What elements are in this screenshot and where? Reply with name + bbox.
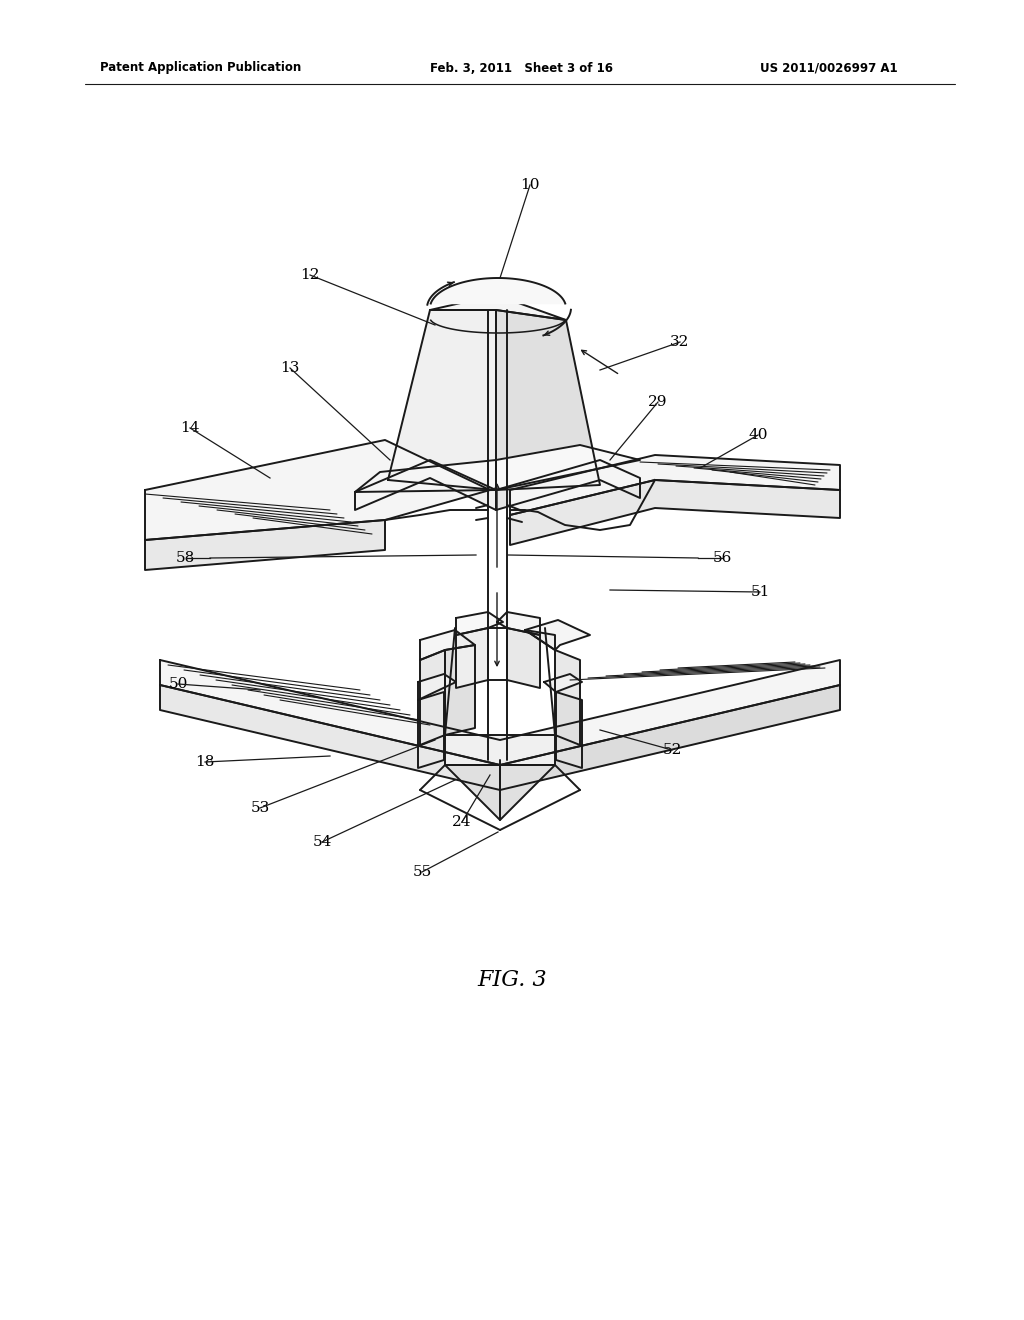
Polygon shape — [145, 520, 385, 570]
Text: 54: 54 — [312, 836, 332, 849]
Text: Feb. 3, 2011   Sheet 3 of 16: Feb. 3, 2011 Sheet 3 of 16 — [430, 62, 613, 74]
Polygon shape — [445, 645, 475, 735]
Text: FIG. 3: FIG. 3 — [477, 969, 547, 991]
Polygon shape — [445, 766, 555, 820]
Text: 55: 55 — [413, 865, 432, 879]
Polygon shape — [525, 630, 555, 649]
Polygon shape — [456, 628, 488, 688]
Text: 51: 51 — [751, 585, 770, 599]
Text: US 2011/0026997 A1: US 2011/0026997 A1 — [760, 62, 898, 74]
Polygon shape — [420, 649, 445, 744]
Polygon shape — [556, 692, 582, 768]
Polygon shape — [496, 459, 640, 510]
Polygon shape — [418, 692, 444, 768]
Polygon shape — [510, 480, 840, 545]
Text: 12: 12 — [300, 268, 319, 282]
Text: 10: 10 — [520, 178, 540, 191]
Text: 18: 18 — [196, 755, 215, 770]
Polygon shape — [355, 459, 496, 510]
Text: 29: 29 — [648, 395, 668, 409]
Polygon shape — [544, 675, 582, 692]
Text: 24: 24 — [453, 814, 472, 829]
Polygon shape — [510, 455, 840, 515]
Polygon shape — [497, 612, 540, 635]
Text: Patent Application Publication: Patent Application Publication — [100, 62, 301, 74]
Polygon shape — [500, 685, 840, 789]
Polygon shape — [431, 279, 565, 304]
Polygon shape — [525, 620, 590, 649]
Text: 40: 40 — [749, 428, 768, 442]
Text: 32: 32 — [671, 335, 690, 348]
Polygon shape — [388, 310, 496, 490]
Polygon shape — [418, 675, 456, 700]
Text: 14: 14 — [180, 421, 200, 436]
Text: 53: 53 — [251, 801, 269, 814]
Text: 50: 50 — [168, 677, 187, 690]
Text: 13: 13 — [281, 360, 300, 375]
Polygon shape — [355, 445, 640, 492]
Polygon shape — [430, 294, 566, 319]
Polygon shape — [160, 685, 500, 789]
Polygon shape — [160, 660, 840, 766]
Text: 52: 52 — [663, 743, 682, 756]
Polygon shape — [420, 630, 475, 660]
Polygon shape — [445, 735, 555, 766]
Text: 56: 56 — [713, 550, 732, 565]
Polygon shape — [496, 310, 600, 490]
Polygon shape — [145, 440, 490, 540]
Polygon shape — [555, 649, 580, 744]
Text: 58: 58 — [175, 550, 195, 565]
Polygon shape — [507, 628, 540, 688]
Polygon shape — [456, 612, 503, 635]
